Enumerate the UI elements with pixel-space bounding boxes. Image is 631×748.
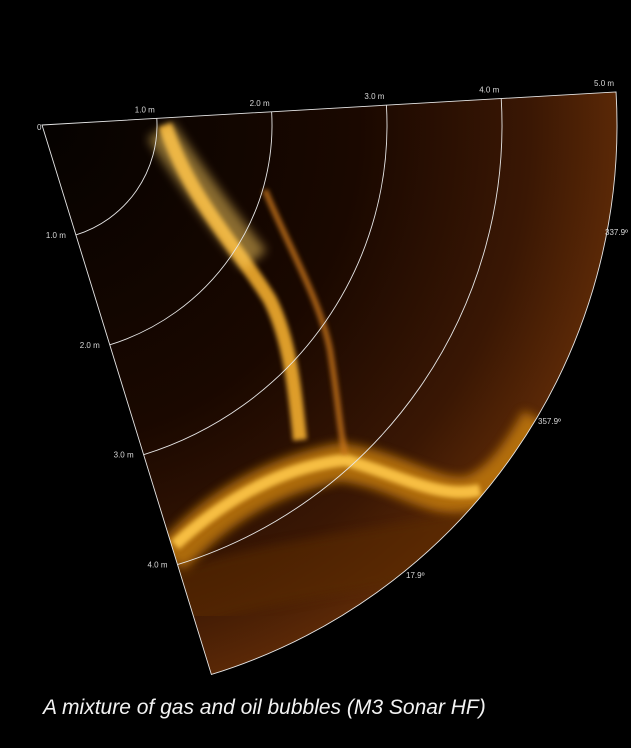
range-label-top: 4.0 m (479, 86, 499, 95)
bearing-label: 357.9º (538, 417, 561, 426)
range-label-top: 3.0 m (364, 92, 384, 101)
bearing-label: 337.9º (605, 228, 628, 237)
sonar-screenshot: 0 A mixture of gas and oil bubbles (M3 S… (0, 0, 631, 748)
caption: A mixture of gas and oil bubbles (M3 Son… (41, 696, 486, 719)
range-label-top: 5.0 m (594, 79, 614, 88)
range-label-top: 1.0 m (135, 105, 155, 114)
range-label-top: 2.0 m (250, 99, 270, 108)
range-label-left: 1.0 m (46, 231, 66, 240)
bearing-label: 17.9º (406, 571, 425, 580)
range-label-left: 2.0 m (80, 341, 100, 350)
range-label-left: 4.0 m (148, 561, 168, 570)
range-label-left: 3.0 m (114, 451, 134, 460)
origin-label: 0 (37, 123, 42, 132)
